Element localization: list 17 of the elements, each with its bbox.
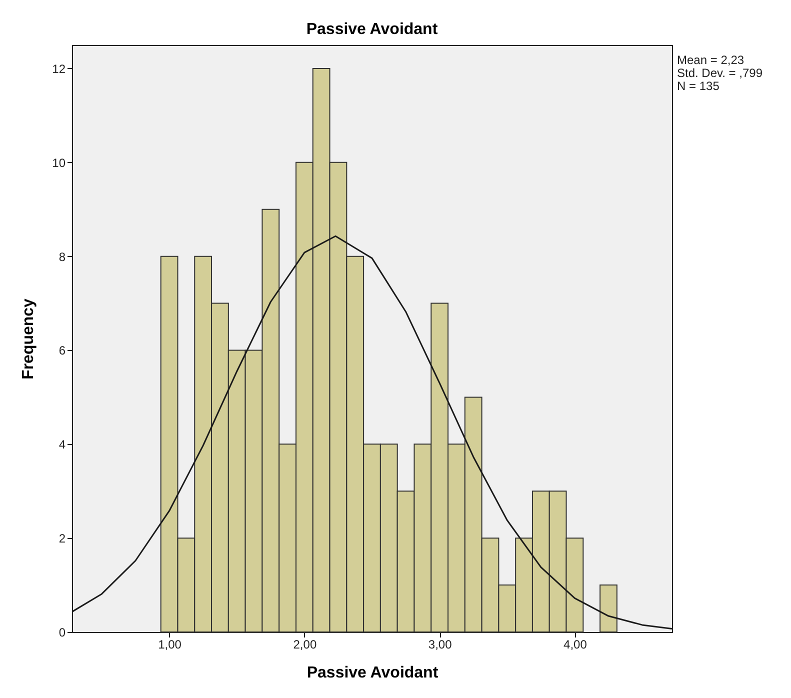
y-tick-label: 4 <box>58 438 66 452</box>
text: N = 135 <box>677 79 720 93</box>
x-tick-label: 4,00 <box>564 638 588 652</box>
y-tick-label: 10 <box>52 156 66 170</box>
x-tick-label: 2,00 <box>293 638 317 652</box>
chart-title: Passive Avoidant <box>306 21 438 38</box>
y-tick-label: 2 <box>58 532 66 546</box>
y-tick-label: 12 <box>52 62 66 76</box>
text: Mean = 2,23 <box>677 53 744 67</box>
y-tick-label: 0 <box>58 626 66 640</box>
x-tick-label: 3,00 <box>428 638 452 652</box>
text: Std. Dev. = ,799 <box>677 66 763 80</box>
y-tick-label: 8 <box>58 250 66 264</box>
x-axis-title: Passive Avoidant <box>306 664 439 682</box>
y-axis-title: Frequency <box>20 298 38 380</box>
x-tick-label: 1,00 <box>158 638 182 652</box>
y-tick-label: 6 <box>58 344 66 358</box>
